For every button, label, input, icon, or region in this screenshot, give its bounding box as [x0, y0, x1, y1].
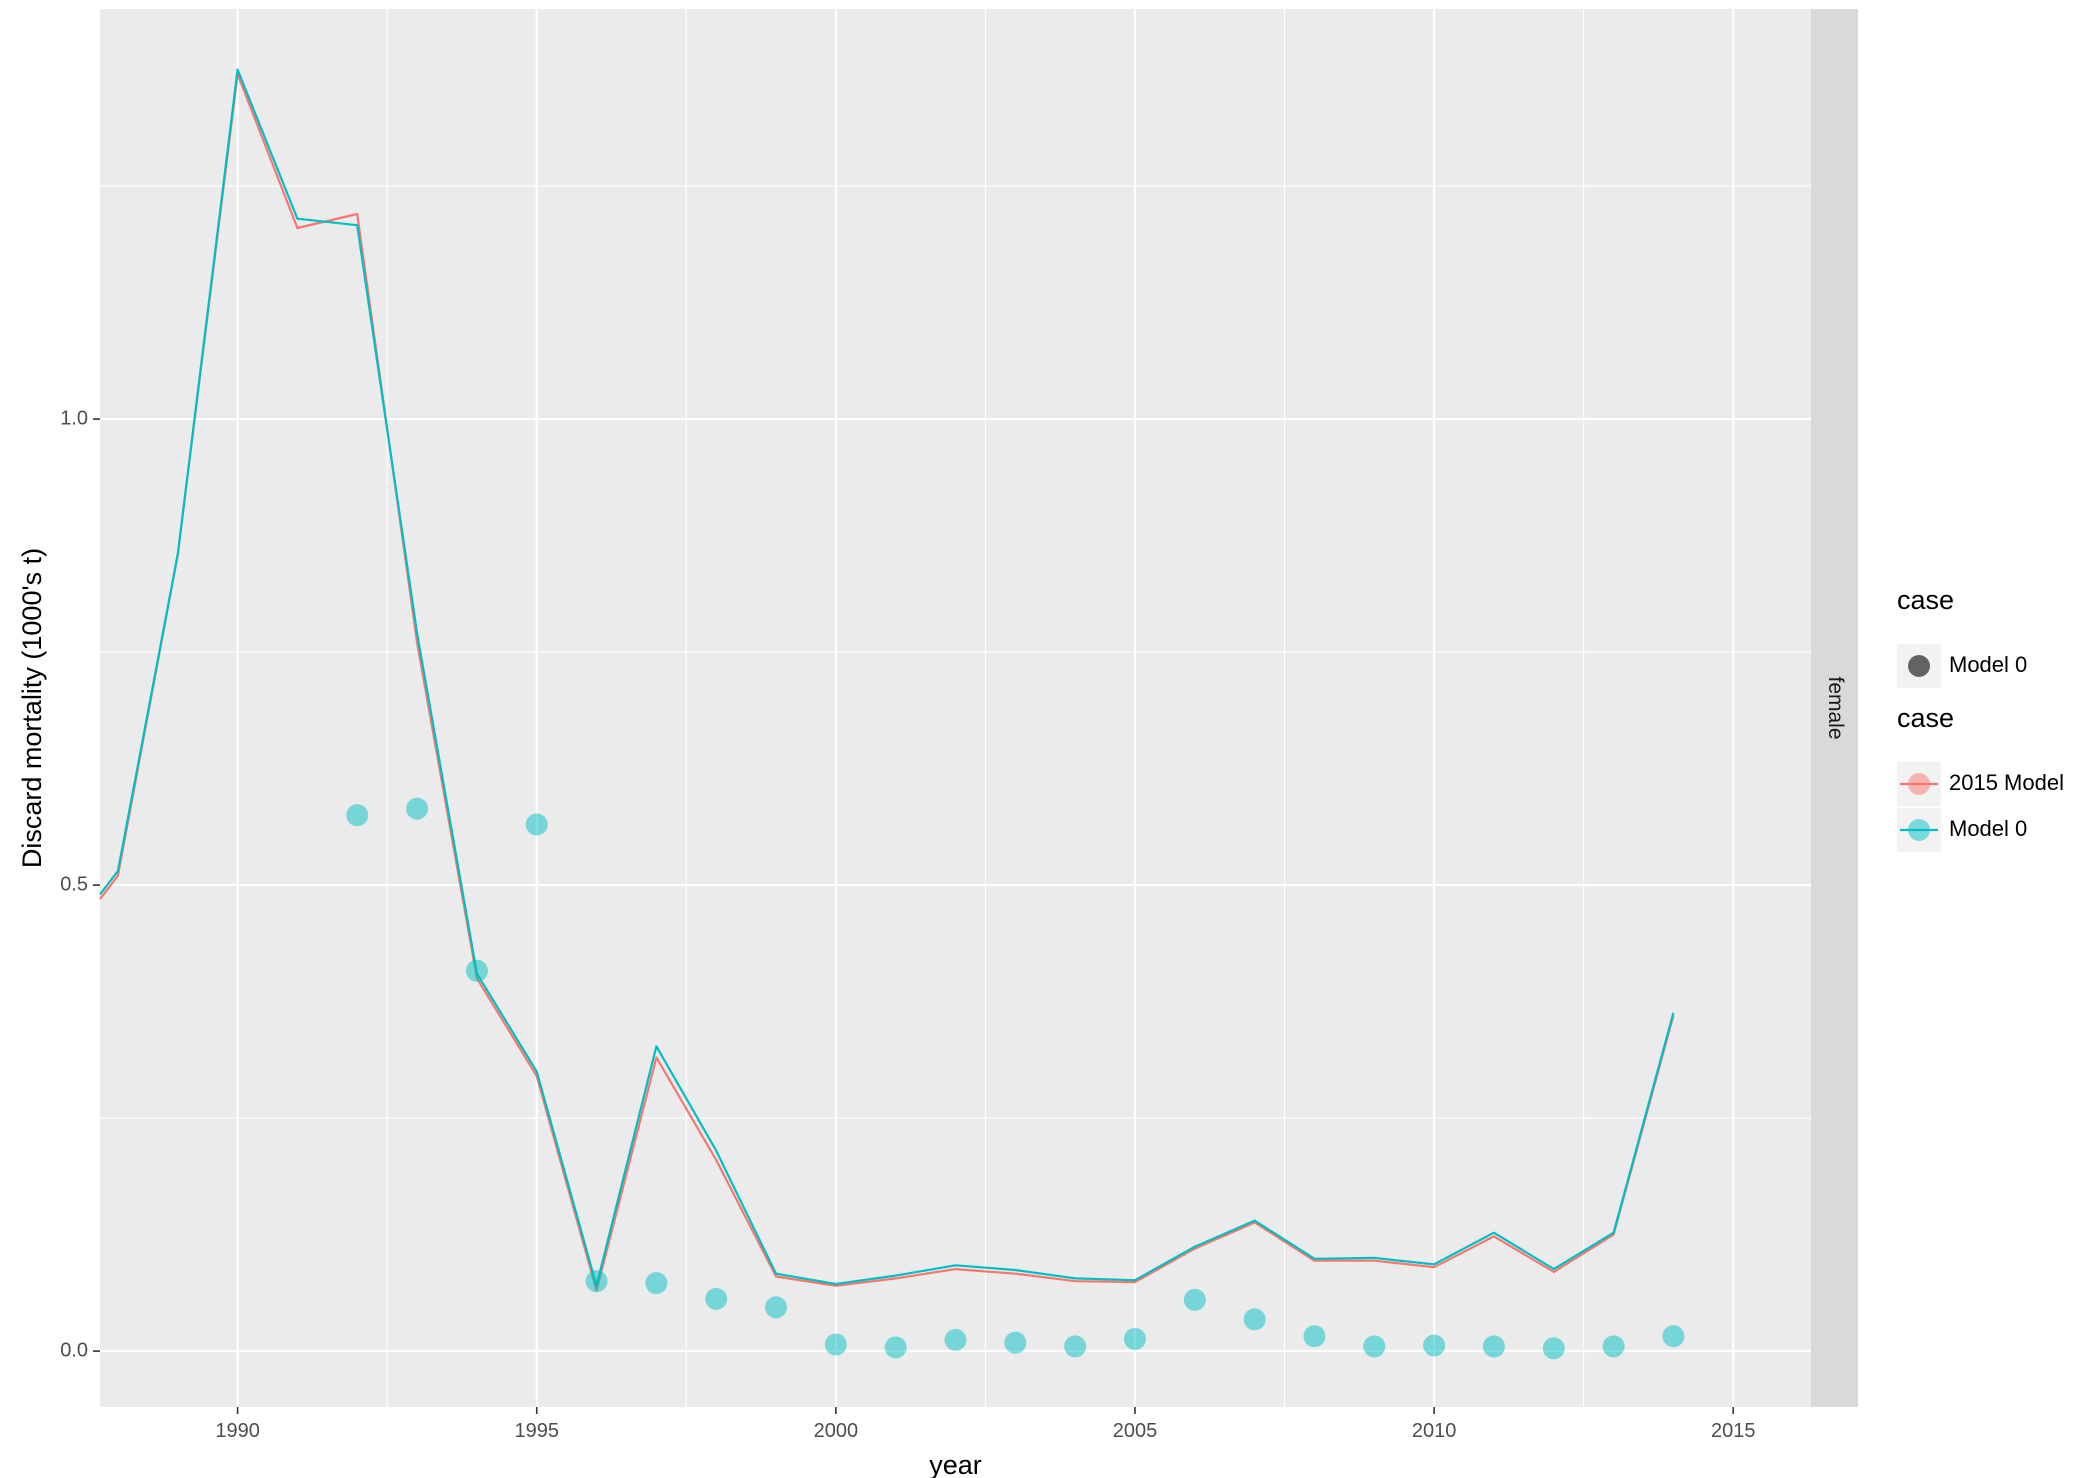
data-point — [1603, 1335, 1625, 1357]
x-axis-title: year — [929, 1450, 982, 1478]
data-point — [1303, 1325, 1325, 1347]
facet-strip-label: female — [1824, 676, 1847, 739]
x-tick-label: 2000 — [814, 1420, 859, 1442]
x-tick-label: 2015 — [1711, 1420, 1756, 1442]
legend-label: 2015 Model — [1949, 770, 2064, 795]
data-point — [1064, 1335, 1086, 1357]
data-point — [466, 960, 488, 982]
y-tick-label: 1.0 — [60, 407, 88, 429]
legend-title: case — [1897, 585, 1954, 615]
data-point — [346, 804, 368, 826]
data-point — [945, 1329, 967, 1351]
data-point — [645, 1272, 667, 1294]
data-point — [885, 1336, 907, 1358]
data-point — [825, 1334, 847, 1356]
data-point — [765, 1296, 787, 1318]
y-tick-label: 0.5 — [60, 873, 88, 895]
data-point — [1363, 1335, 1385, 1357]
legend-label: Model 0 — [1949, 816, 2027, 841]
data-point — [1124, 1328, 1146, 1350]
x-tick-label: 1990 — [215, 1420, 260, 1442]
x-tick-label: 2005 — [1113, 1420, 1158, 1442]
data-point — [586, 1270, 608, 1292]
data-point — [1244, 1308, 1266, 1330]
legend-label: Model 0 — [1949, 652, 2027, 677]
data-point — [1184, 1289, 1206, 1311]
data-point — [1483, 1335, 1505, 1357]
legend-title: case — [1897, 703, 1954, 733]
x-tick-label: 2010 — [1412, 1420, 1457, 1442]
data-point — [526, 814, 548, 836]
data-point — [1423, 1334, 1445, 1356]
data-point — [1662, 1325, 1684, 1347]
data-point — [1004, 1332, 1026, 1354]
y-tick-label: 0.0 — [60, 1339, 88, 1361]
data-point — [1543, 1337, 1565, 1359]
y-axis-title: Discard mortality (1000's t) — [17, 548, 47, 868]
legend-key-point — [1908, 655, 1930, 677]
plot-panel — [100, 9, 1811, 1407]
x-tick-label: 1995 — [514, 1420, 559, 1442]
data-point — [406, 798, 428, 820]
data-point — [705, 1288, 727, 1310]
